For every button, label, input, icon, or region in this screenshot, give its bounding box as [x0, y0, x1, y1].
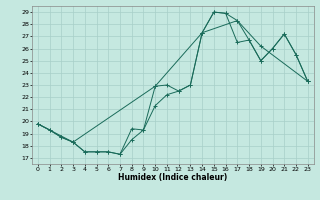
- X-axis label: Humidex (Indice chaleur): Humidex (Indice chaleur): [118, 173, 228, 182]
